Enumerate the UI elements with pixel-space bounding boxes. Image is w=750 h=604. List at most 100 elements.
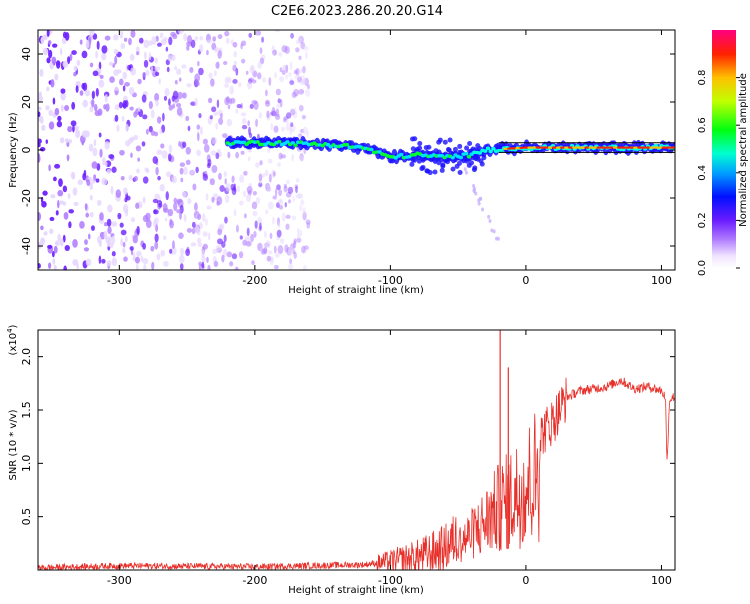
noise-speckle xyxy=(290,32,294,39)
signal-hot xyxy=(580,146,586,149)
noise-speckle xyxy=(300,199,305,206)
noise-speckle xyxy=(125,140,131,147)
noise-speckle xyxy=(284,46,290,55)
noise-speckle xyxy=(302,206,306,215)
noise-speckle xyxy=(238,251,244,259)
signal-scatter xyxy=(417,140,423,146)
noise-speckle xyxy=(206,50,209,56)
noise-speckle xyxy=(54,73,59,81)
noise-speckle xyxy=(236,185,240,193)
noise-speckle xyxy=(285,223,290,230)
noise-speckle xyxy=(209,115,213,120)
signal-scatter xyxy=(427,170,433,176)
noise-speckle xyxy=(165,46,169,52)
noise-speckle xyxy=(198,113,202,119)
noise-speckle xyxy=(298,104,304,112)
noise-speckle xyxy=(202,173,209,181)
noise-speckle xyxy=(106,218,112,227)
signal-core xyxy=(293,143,298,147)
signal-scatter xyxy=(475,143,481,149)
noise-speckle xyxy=(300,88,305,94)
signal-scatter xyxy=(457,169,463,175)
noise-speckle xyxy=(289,108,296,116)
signal-core xyxy=(499,148,504,153)
noise-speckle xyxy=(106,260,112,267)
noise-speckle xyxy=(202,213,206,222)
noise-speckle xyxy=(263,246,268,255)
noise-speckle xyxy=(174,79,178,85)
noise-speckle xyxy=(277,98,281,104)
signal-hot xyxy=(661,146,667,149)
noise-speckle xyxy=(62,234,66,243)
noise-speckle xyxy=(299,205,303,212)
noise-speckle xyxy=(135,256,141,264)
noise-speckle xyxy=(150,130,156,136)
noise-speckle xyxy=(177,91,183,100)
noise-speckle xyxy=(213,260,219,267)
noise-speckle xyxy=(46,57,51,64)
noise-speckle xyxy=(221,254,225,263)
noise-speckle xyxy=(137,78,142,85)
noise-speckle xyxy=(280,154,287,159)
noise-speckle xyxy=(48,121,55,130)
noise-speckle xyxy=(109,242,114,249)
noise-speckle xyxy=(281,45,288,53)
noise-speckle xyxy=(84,89,91,97)
noise-speckle xyxy=(255,118,258,128)
noise-speckle xyxy=(50,194,56,199)
noise-speckle xyxy=(211,106,217,113)
snr-frame xyxy=(37,329,676,571)
noise-speckle xyxy=(124,235,128,243)
noise-speckle xyxy=(142,114,148,120)
noise-speckle xyxy=(169,218,173,226)
colorbar-gradient xyxy=(712,30,736,268)
noise-speckle xyxy=(43,231,48,236)
signal-scatter xyxy=(433,148,439,154)
noise-speckle xyxy=(285,74,288,80)
noise-speckle xyxy=(156,116,162,124)
noise-speckle xyxy=(55,60,61,69)
noise-speckle xyxy=(261,36,264,43)
noise-speckle xyxy=(54,107,60,116)
noise-speckle xyxy=(196,132,200,142)
noise-speckle xyxy=(164,87,170,97)
noise-speckle xyxy=(145,128,149,135)
noise-speckle xyxy=(116,124,120,132)
signal-core xyxy=(399,152,404,157)
noise-speckle xyxy=(225,37,230,44)
noise-speckle xyxy=(235,108,239,114)
noise-speckle xyxy=(252,210,258,217)
noise-speckle xyxy=(48,49,53,59)
noise-speckle xyxy=(173,202,178,212)
noise-speckle xyxy=(107,226,112,235)
noise-speckle xyxy=(275,88,281,96)
noise-speckle xyxy=(170,246,177,255)
noise-speckle xyxy=(72,238,78,248)
noise-speckle xyxy=(54,240,60,247)
noise-speckle xyxy=(56,120,63,128)
noise-speckle xyxy=(122,85,126,92)
noise-speckle xyxy=(264,169,269,177)
noise-speckle xyxy=(302,248,307,254)
noise-speckle xyxy=(222,248,228,258)
noise-speckle xyxy=(51,251,55,258)
signal-tail xyxy=(479,196,483,201)
noise-speckle xyxy=(141,141,146,147)
noise-speckle xyxy=(239,200,244,206)
noise-speckle xyxy=(196,81,200,87)
noise-speckle xyxy=(217,34,223,40)
noise-speckle xyxy=(257,61,263,69)
noise-speckle xyxy=(278,198,283,206)
noise-speckle xyxy=(159,32,164,39)
noise-speckle xyxy=(157,42,162,47)
signal-hot xyxy=(620,146,626,149)
noise-speckle xyxy=(222,133,228,139)
noise-speckle xyxy=(142,71,146,78)
noise-speckle xyxy=(207,264,211,270)
noise-speckle xyxy=(164,217,168,222)
signal-hot xyxy=(625,146,631,149)
noise-speckle xyxy=(124,197,128,203)
noise-speckle xyxy=(219,223,225,230)
noise-speckle xyxy=(75,85,79,93)
noise-speckle xyxy=(301,114,307,120)
